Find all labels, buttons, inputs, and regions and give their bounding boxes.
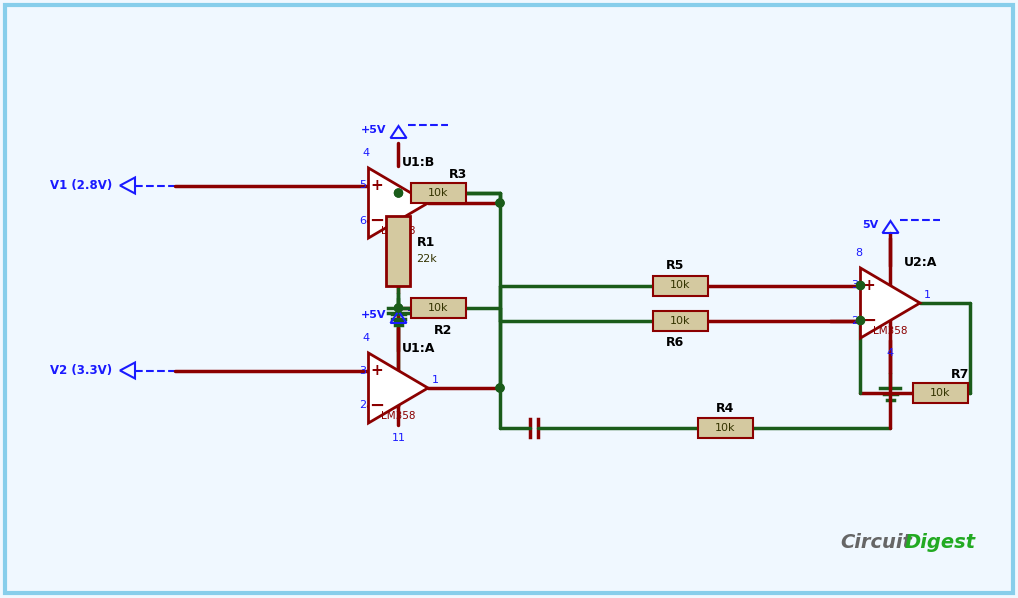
- Text: 10k: 10k: [429, 303, 449, 313]
- Circle shape: [856, 316, 864, 325]
- Text: Circuit: Circuit: [840, 533, 912, 553]
- Circle shape: [395, 304, 402, 312]
- Text: +: +: [371, 178, 383, 193]
- Circle shape: [496, 199, 504, 207]
- Text: −: −: [369, 396, 384, 414]
- Polygon shape: [860, 268, 920, 338]
- Text: 10k: 10k: [930, 388, 951, 398]
- FancyBboxPatch shape: [653, 276, 708, 295]
- Text: +: +: [371, 363, 383, 378]
- Text: R2: R2: [435, 324, 453, 337]
- Text: R4: R4: [716, 401, 734, 414]
- Text: 1: 1: [432, 375, 439, 385]
- Polygon shape: [369, 353, 428, 423]
- FancyBboxPatch shape: [411, 183, 466, 203]
- Text: 4: 4: [363, 148, 371, 158]
- Text: LM358: LM358: [873, 326, 907, 336]
- Text: 10k: 10k: [670, 280, 690, 291]
- Text: 2: 2: [359, 401, 366, 410]
- Text: LM358: LM358: [381, 226, 415, 236]
- Text: −: −: [861, 312, 876, 329]
- Text: 5V: 5V: [862, 220, 879, 230]
- Text: R3: R3: [449, 169, 467, 182]
- Circle shape: [496, 384, 504, 392]
- FancyBboxPatch shape: [387, 215, 410, 285]
- Circle shape: [395, 304, 402, 312]
- FancyBboxPatch shape: [697, 418, 752, 438]
- Text: R7: R7: [951, 368, 970, 382]
- Text: 11: 11: [392, 433, 405, 443]
- Circle shape: [496, 384, 504, 392]
- Text: 4: 4: [887, 348, 894, 358]
- Text: 2: 2: [851, 316, 858, 325]
- Text: +5V: +5V: [361, 125, 387, 135]
- Text: R6: R6: [666, 336, 684, 349]
- Text: 8: 8: [855, 248, 862, 258]
- Circle shape: [395, 189, 402, 197]
- Text: 10k: 10k: [715, 423, 735, 433]
- Text: Digest: Digest: [905, 533, 976, 553]
- Text: R1: R1: [416, 236, 435, 249]
- Text: 10k: 10k: [429, 188, 449, 198]
- Text: 3: 3: [359, 365, 366, 376]
- Circle shape: [856, 316, 864, 325]
- Text: +5V: +5V: [361, 310, 387, 320]
- Text: 4: 4: [363, 333, 371, 343]
- Text: V2 (3.3V): V2 (3.3V): [50, 364, 112, 377]
- Circle shape: [856, 282, 864, 289]
- Text: R5: R5: [666, 259, 684, 272]
- Polygon shape: [369, 168, 428, 238]
- Text: U2:A: U2:A: [904, 257, 937, 270]
- Text: 11: 11: [392, 248, 405, 258]
- Text: 6: 6: [359, 215, 366, 225]
- Text: 1: 1: [924, 290, 931, 300]
- Text: LM358: LM358: [381, 411, 415, 421]
- FancyBboxPatch shape: [653, 310, 708, 331]
- Circle shape: [856, 282, 864, 289]
- Text: −: −: [369, 212, 384, 230]
- Text: 22k: 22k: [416, 254, 438, 264]
- Text: 7: 7: [432, 190, 439, 200]
- Text: 3: 3: [851, 280, 858, 291]
- FancyBboxPatch shape: [913, 383, 968, 403]
- Text: U1:A: U1:A: [401, 341, 435, 355]
- Circle shape: [496, 199, 504, 207]
- FancyBboxPatch shape: [411, 298, 466, 318]
- Circle shape: [395, 189, 402, 197]
- Text: U1:B: U1:B: [402, 157, 435, 169]
- Text: 5: 5: [359, 181, 366, 191]
- Text: +: +: [862, 278, 874, 293]
- Text: 10k: 10k: [670, 316, 690, 325]
- Text: V1 (2.8V): V1 (2.8V): [50, 179, 112, 192]
